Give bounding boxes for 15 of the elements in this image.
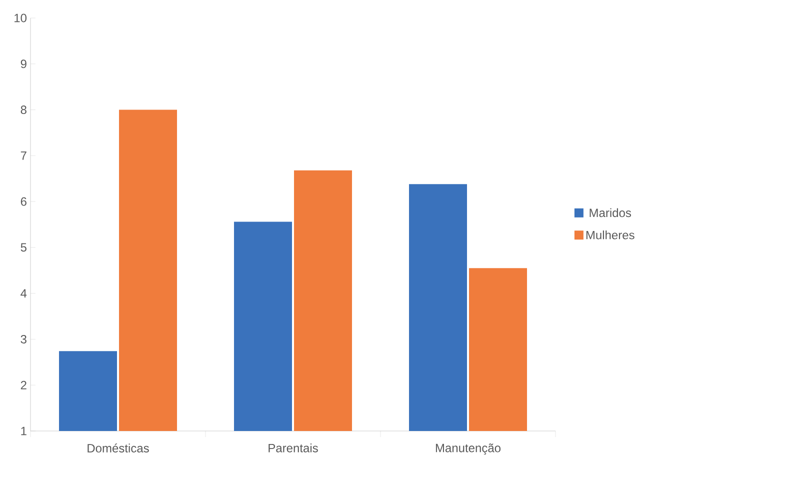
y-tick-label: 7 <box>20 152 26 160</box>
y-tick-label: 5 <box>20 243 26 252</box>
y-tick-label: 9 <box>20 60 26 68</box>
y-tick-label: 10 <box>14 14 27 22</box>
y-tick-label: 4 <box>20 289 27 298</box>
x-tick-label: Domésticas <box>88 444 149 452</box>
y-tick-label: 2 <box>20 380 26 390</box>
y-tick-label: 8 <box>20 106 26 114</box>
y-tick-label: 1 <box>21 426 26 436</box>
x-tick-label: Manutenção <box>436 444 501 455</box>
y-tick-label: 6 <box>20 197 26 206</box>
y-tick-label: 3 <box>20 334 26 344</box>
x-tick-label: Parentais <box>268 444 318 452</box>
legend-label: Mulheres <box>586 230 634 240</box>
legend-label: Maridos <box>590 208 632 218</box>
